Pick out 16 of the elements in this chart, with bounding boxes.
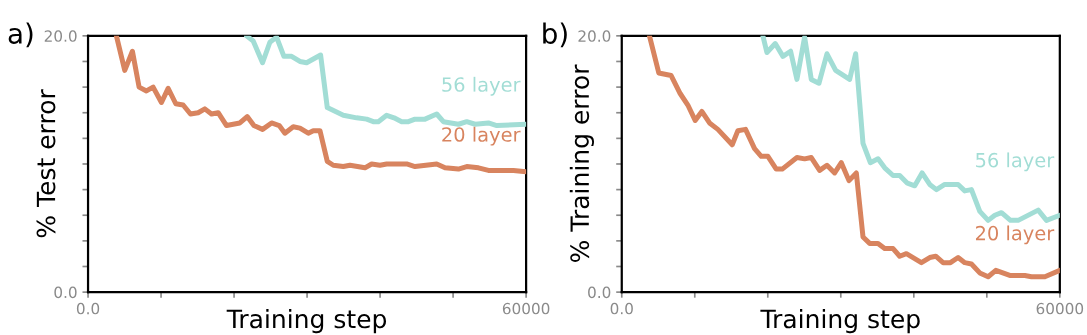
x-tick-label: 0.0 (610, 302, 633, 315)
x-tick-label: 0.0 (76, 302, 100, 315)
y-axis-title: % Training error (569, 64, 594, 262)
x-tick-label: 60000 (502, 302, 550, 315)
x-axis-title: Training step (760, 308, 920, 334)
series-label: 20 layer (975, 225, 1055, 245)
chart-title: a) (8, 22, 33, 48)
y-axis-title: % Test error (36, 89, 56, 238)
y-tick-label: 20.0 (578, 30, 611, 42)
series-label: 56 layer (442, 76, 521, 96)
chart-title: b) (543, 22, 567, 48)
series-label: 20 layer (442, 126, 521, 146)
y-tick-label: 20.0 (44, 30, 77, 42)
series-label: 56 layer (976, 152, 1055, 172)
x-tick-label: 60000 (1036, 302, 1084, 315)
x-axis-title: Training step (226, 308, 387, 334)
